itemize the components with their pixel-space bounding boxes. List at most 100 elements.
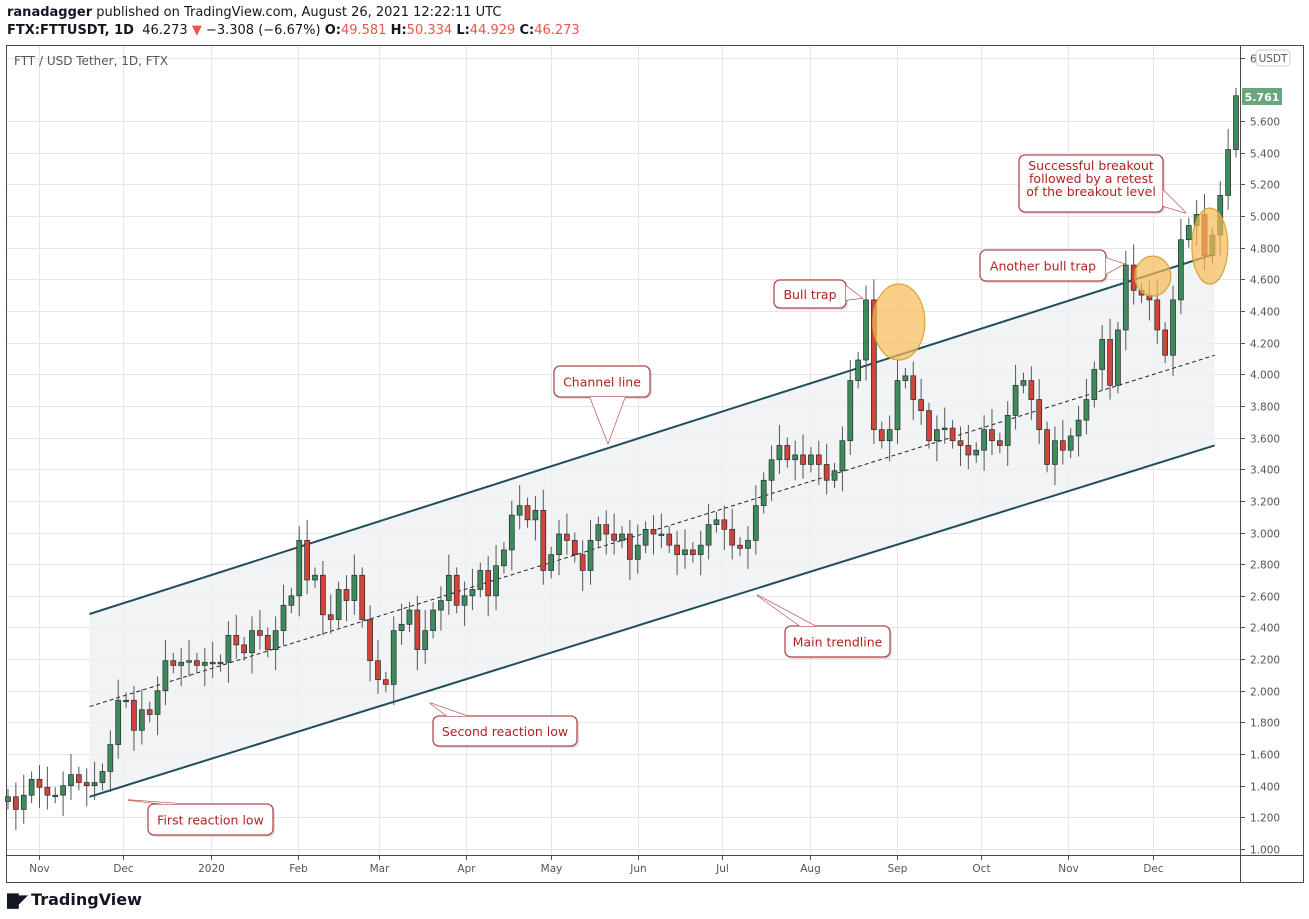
high-label: H: (390, 23, 407, 38)
candle-up (839, 440, 846, 472)
candle-up (398, 623, 405, 631)
candle-up (1122, 264, 1129, 331)
y-tick-label: 3.600 (1250, 434, 1280, 446)
symbol: FTX:FTTUSDT, 1D (7, 23, 134, 38)
y-tick-label: 5.000 (1250, 212, 1280, 224)
candle-up (1233, 95, 1239, 150)
publisher[interactable]: ranadagger (7, 5, 93, 20)
candle-down (320, 574, 326, 616)
candle-up (154, 690, 161, 715)
candle-up (288, 595, 295, 606)
y-tick-label: 2.800 (1250, 560, 1280, 572)
candle-up (445, 574, 452, 601)
candle-up (493, 565, 499, 597)
y-tick-label: 1.400 (1250, 782, 1280, 794)
x-tick-label: Feb (289, 863, 308, 875)
candles (5, 87, 1239, 831)
another-bull-trap-highlight (1134, 255, 1172, 297)
y-tick-label: 3.400 (1250, 465, 1280, 477)
candle-down (1044, 429, 1050, 465)
candle-up (296, 540, 303, 597)
candle-up (201, 661, 208, 666)
highlights (872, 207, 1229, 361)
candle-up (1083, 399, 1090, 421)
candle-up (390, 630, 397, 685)
chart-frame (6, 45, 1304, 883)
candle-up (28, 779, 35, 796)
currency-badge-box (1255, 49, 1291, 67)
candle-down (800, 454, 806, 465)
callouts: Channel line Bull trap Another bull trap Su… (127, 154, 1187, 837)
candle-up (272, 630, 279, 650)
candle-down (414, 609, 421, 650)
time-axis[interactable]: Nov Dec 2020 Feb Mar Apr May Jun Jul Aug Sep Oct Nov… (29, 855, 1164, 875)
price-axis[interactable]: 1.000 1.200 1.400 1.600 1.800 2.000 2.200 2.400… (1240, 54, 1280, 857)
candle-up (5, 796, 11, 802)
candle-down (949, 427, 956, 442)
callout-text: Bull trap (783, 287, 836, 302)
candle-up (107, 744, 114, 772)
candle-down (579, 554, 586, 571)
ohlc-legend: FTX:FTTUSDT, 1D 46.273 ▼ −3.308 (−6.67%)… (7, 23, 580, 38)
published-text: published on TradingView.com, August 26,… (96, 5, 502, 20)
close-value: 46.273 (534, 23, 580, 38)
candle-down (721, 519, 728, 530)
candle-down (627, 533, 633, 560)
publish-info: ranadagger published on TradingView.com,… (7, 5, 501, 20)
candle-down (194, 660, 200, 666)
tradingview-logo[interactable]: ▇◤ TradingView (7, 890, 142, 909)
candle-down (603, 524, 610, 535)
candle-up (973, 449, 980, 456)
currency-badge: USDT (1259, 53, 1288, 65)
x-tick-label: Dec (113, 863, 134, 875)
callout-pointer-cover (1106, 258, 1124, 274)
candle-up (1052, 440, 1058, 465)
low-label: L: (456, 23, 470, 38)
callout-pointer-cover (846, 286, 862, 300)
candle-down (926, 410, 932, 442)
candle-up (99, 771, 106, 783)
callout-box (784, 625, 891, 658)
candle-down (367, 619, 373, 662)
last-price-label-box (1242, 88, 1282, 105)
candle-down (989, 429, 995, 442)
candle-up (225, 635, 232, 663)
y-tick-label: 1.000 (1250, 845, 1280, 857)
candle-down (729, 528, 736, 546)
candle-down (871, 299, 877, 430)
callout: First reaction low (127, 799, 275, 837)
candle-down (666, 533, 673, 546)
candle-down (1107, 339, 1113, 386)
down-arrow-icon: ▼ (191, 23, 202, 38)
candle-down (13, 796, 19, 810)
last-price-label: 5.761 (1245, 91, 1280, 104)
open-label: O: (324, 23, 341, 38)
candle-down (784, 445, 791, 461)
callout-text: Main trendline (793, 635, 883, 650)
candle-down (1036, 399, 1043, 430)
x-tick-label: 2020 (198, 863, 225, 875)
candle-up (776, 445, 783, 461)
candle-down (209, 661, 216, 665)
candle-up (587, 540, 594, 571)
callout-text: Channel line (563, 375, 641, 390)
candle-up (1099, 339, 1106, 370)
candle-up (902, 375, 909, 381)
candle-down (485, 570, 492, 597)
candle-up (768, 459, 775, 481)
callout-box (1018, 154, 1164, 213)
x-tick-label: Sep (888, 863, 908, 875)
y-tick-label: 3.800 (1250, 402, 1280, 414)
candle-up (1004, 415, 1011, 446)
candle-down (304, 540, 310, 581)
candle-down (1162, 329, 1169, 356)
candle-up (642, 528, 649, 546)
candle-up (68, 774, 74, 787)
channel-upper-line (89, 253, 1215, 615)
candle-up (516, 505, 523, 516)
candle-up (1115, 329, 1121, 386)
low-value: 44.929 (469, 23, 516, 38)
callout-pointer-cover (1163, 190, 1186, 213)
